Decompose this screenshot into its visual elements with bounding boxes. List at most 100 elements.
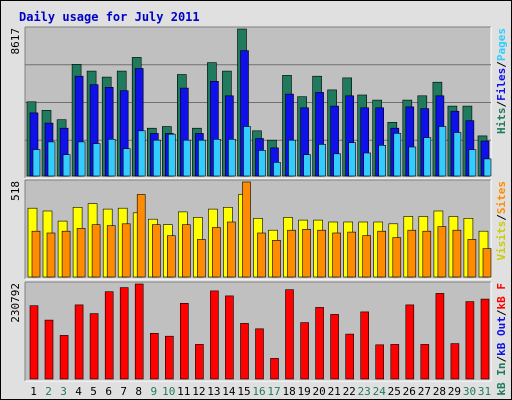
kbf-bar (165, 335, 174, 380)
legend-entry: Sites (495, 181, 508, 214)
legend-entry: / (495, 214, 508, 221)
day-label: 16 (252, 385, 265, 398)
sites-bar (197, 239, 206, 278)
day-label: 25 (388, 385, 401, 398)
sites-bar (272, 240, 281, 278)
pages-bar (348, 142, 357, 177)
chart-title: Daily usage for July 2011 (19, 10, 200, 24)
sites-bar (362, 235, 372, 278)
pages-bar (243, 126, 251, 177)
pages-bar (183, 139, 191, 177)
sites-bar (31, 230, 41, 278)
kbf-bar (210, 290, 219, 380)
legend-panel-3: kB In/kB Out/kB F (495, 283, 508, 396)
legend-entry: Files (495, 68, 508, 101)
sites-bar (121, 223, 131, 278)
kbf-bar (240, 323, 249, 380)
kbf-bar (225, 295, 234, 380)
sites-bar (392, 237, 402, 278)
sites-bar (46, 232, 56, 278)
legend-entry: / (495, 356, 508, 363)
pages-bar (228, 139, 236, 177)
pages-bar (137, 130, 146, 177)
day-label: 22 (343, 385, 356, 398)
kbf-bar (405, 304, 415, 380)
pages-bar (62, 154, 71, 177)
pages-bar (258, 150, 266, 177)
day-label: 7 (120, 385, 127, 398)
sites-bar (347, 231, 357, 278)
sites-bar (332, 232, 341, 278)
pages-bar (363, 152, 372, 177)
legend-entry: Visits (495, 221, 508, 261)
kbf-bar (465, 301, 475, 380)
day-label: 15 (237, 385, 250, 398)
pages-bar (468, 149, 477, 177)
sites-bar (302, 229, 311, 278)
kbf-bar (255, 328, 264, 380)
kbf-bar (390, 344, 400, 380)
pages-bar (153, 139, 161, 177)
pages-bar (483, 158, 492, 177)
day-label: 18 (282, 385, 295, 398)
sites-bar (317, 229, 326, 278)
y-axis-max-label-3: 230792 (9, 283, 22, 323)
sites-bar (136, 194, 146, 278)
kbf-bar (375, 344, 385, 380)
sites-bar (61, 230, 71, 278)
kbf-bar (180, 302, 189, 380)
day-label: 19 (297, 385, 310, 398)
pages-bar (333, 153, 341, 177)
kbf-bar (89, 313, 99, 380)
day-label: 26 (403, 385, 416, 398)
day-label: 24 (373, 385, 387, 398)
sites-bar (437, 226, 447, 278)
pages-bar (168, 133, 176, 177)
day-label: 11 (177, 385, 190, 398)
pages-bar (213, 139, 221, 177)
day-label: 4 (75, 385, 82, 398)
kbf-bar (270, 358, 279, 380)
pages-bar (288, 139, 296, 177)
sites-bar (91, 224, 101, 278)
day-label: 8 (135, 385, 142, 398)
pages-bar (92, 143, 101, 177)
kbf-bar (360, 311, 370, 380)
kbf-bar (44, 319, 54, 380)
legend-entry: / (495, 61, 508, 68)
legend-entry: Hits (495, 108, 508, 135)
pages-bar (378, 145, 387, 177)
legend-entry: kB F (495, 283, 508, 310)
day-label: 12 (192, 385, 205, 398)
pages-bar (393, 133, 402, 177)
kbf-bar (450, 343, 460, 380)
sites-bar (106, 225, 116, 278)
day-label: 20 (312, 385, 325, 398)
day-label: 21 (328, 385, 341, 398)
kbf-bar (119, 287, 129, 380)
legend-entry: / (495, 101, 508, 108)
legend-entry: / (495, 309, 508, 316)
kbf-bar (59, 335, 69, 380)
kbf-bar (150, 332, 159, 380)
pages-bar (303, 154, 311, 177)
day-label: 6 (105, 385, 112, 398)
day-label: 1 (30, 385, 37, 398)
day-label: 28 (433, 385, 446, 398)
legend-entry: kB In (495, 363, 508, 396)
sites-bar (287, 229, 296, 278)
pages-bar (453, 132, 462, 177)
day-label: 5 (90, 385, 97, 398)
legend-entry: Pages (495, 28, 508, 61)
sites-bar (452, 229, 462, 278)
pages-bar (107, 139, 116, 177)
sites-bar (377, 230, 387, 278)
pages-bar (423, 137, 432, 177)
kbf-bar (435, 293, 445, 380)
day-label: 30 (463, 385, 476, 398)
kbf-bar (29, 305, 39, 380)
kbf-bar (104, 291, 114, 380)
day-label: 2 (45, 385, 52, 398)
